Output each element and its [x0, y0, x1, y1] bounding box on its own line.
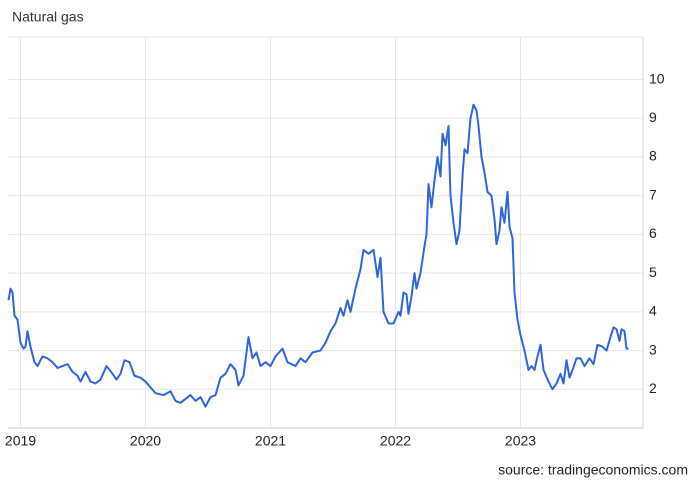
y-tick-label: 3	[649, 341, 657, 357]
chart-title: Natural gas	[12, 9, 84, 25]
x-tick-label: 2023	[505, 433, 536, 449]
x-tick-label: 2020	[130, 433, 161, 449]
y-tick-label: 7	[649, 186, 657, 202]
y-tick-label: 4	[649, 303, 657, 319]
y-tick-label: 10	[649, 70, 665, 86]
x-tick-label: 2019	[5, 433, 36, 449]
y-tick-label: 5	[649, 264, 657, 280]
y-tick-label: 6	[649, 225, 657, 241]
y-tick-label: 2	[649, 380, 657, 396]
price-line	[7, 103, 629, 408]
x-tick-label: 2021	[255, 433, 286, 449]
y-tick-label: 9	[649, 109, 657, 125]
x-tick-label: 2022	[380, 433, 411, 449]
y-tick-label: 8	[649, 148, 657, 164]
source-note: source: tradingeconomics.com	[498, 462, 688, 478]
